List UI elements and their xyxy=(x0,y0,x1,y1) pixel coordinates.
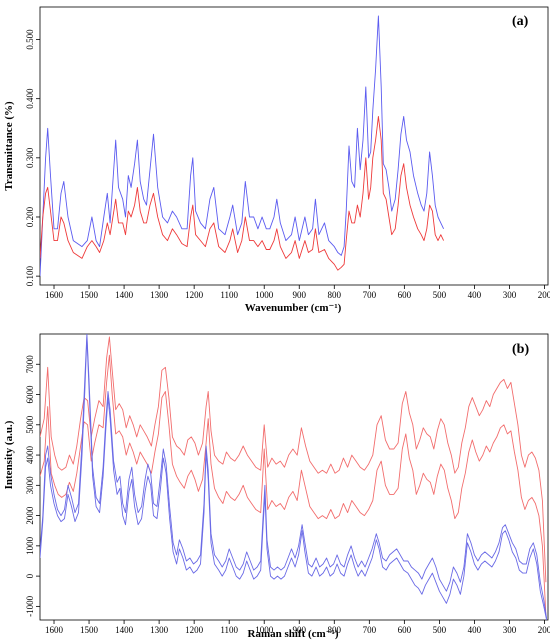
panel-b-y-tick-label: 0 xyxy=(25,573,35,578)
panel-a-axes: 1600 1500 1400 1300 1200 1100 1000 900 800 700 600… xyxy=(25,29,550,300)
panel-b-y-tick-label: -1000 xyxy=(25,595,35,616)
panel-a-y-tick-label: 0.200 xyxy=(25,206,35,227)
panel-a-x-tick-label: 1000 xyxy=(255,290,274,300)
panel-a-y-tick-label: 0.300 xyxy=(25,147,35,168)
panel-a-frame xyxy=(39,6,549,286)
panel-b-series-line-4 xyxy=(40,336,548,620)
panel-b-series-line-2 xyxy=(40,354,547,616)
panel-b-series-group xyxy=(40,334,548,620)
panel-b-x-tick-label: 900 xyxy=(293,625,307,635)
panel-a-label: (a) xyxy=(512,14,529,29)
panel-a-x-tick-label: 1300 xyxy=(150,290,169,300)
panel-a-xlabel: Wavenumber (cm⁻¹) xyxy=(245,302,342,314)
panel-a-x-tick-label: 1600 xyxy=(45,290,64,300)
panel-b-x-tick-label: 1400 xyxy=(115,625,134,635)
panel-a-transmittance-chart: 1600 1500 1400 1300 1200 1100 1000 900 800 700 600… xyxy=(3,6,550,314)
panel-b-y-tick-label: 4000 xyxy=(25,446,35,465)
panel-a-x-tick-label: 1200 xyxy=(185,290,204,300)
panel-a-x-tick-label: 700 xyxy=(363,290,377,300)
panel-b-x-tick-label: 700 xyxy=(363,625,377,635)
panel-a-x-tick-label: 900 xyxy=(293,290,307,300)
panel-b-x-tick-label: 500 xyxy=(433,625,447,635)
panel-a-x-tick-label: 800 xyxy=(328,290,342,300)
panel-b-frame xyxy=(39,333,549,621)
panel-b-x-tick-label: 1000 xyxy=(255,625,274,635)
panel-a-x-tick-label: 300 xyxy=(503,290,517,300)
panel-a-series-group xyxy=(40,15,445,277)
panel-b-x-tick-label: 200 xyxy=(538,625,550,635)
panel-b-series-line-1 xyxy=(40,336,547,583)
panel-b-x-tick-label: 1300 xyxy=(150,625,169,635)
panel-b-y-tick-label: 5000 xyxy=(25,415,35,434)
panel-b-x-tick-label: 1200 xyxy=(185,625,204,635)
panel-a-x-tick-label: 200 xyxy=(538,290,550,300)
panel-b-y-tick-label: 1000 xyxy=(25,536,35,555)
panel-b-raman-chart: 1600 1500 1400 1300 1200 1100 1000 900 800 700 600… xyxy=(3,333,550,640)
panel-b-axes: 1600 1500 1400 1300 1200 1100 1000 900 800 700 600… xyxy=(25,355,550,635)
panel-a-x-tick-label: 1400 xyxy=(115,290,134,300)
panel-a-y-tick-label: 0.500 xyxy=(25,29,35,50)
panel-b-x-tick-label: 1100 xyxy=(220,625,238,635)
panel-b-series-line-3 xyxy=(40,334,548,619)
panel-b-y-tick-label: 2000 xyxy=(25,506,35,525)
panel-b-x-tick-label: 800 xyxy=(328,625,342,635)
panel-a-series-line-2 xyxy=(40,115,445,271)
panel-a-ylabel: Transmittance (%) xyxy=(3,101,15,191)
panel-b-x-tick-label: 400 xyxy=(468,625,482,635)
panel-b-x-tick-label: 1500 xyxy=(80,625,99,635)
panel-a-series-line-1 xyxy=(40,15,445,277)
panel-b-x-tick-label: 600 xyxy=(398,625,412,635)
panel-a-x-tick-label: 1100 xyxy=(220,290,238,300)
panel-b-y-tick-label: 3000 xyxy=(25,476,35,495)
panel-b-x-tick-label: 1600 xyxy=(45,625,64,635)
panel-a-x-tick-label: 400 xyxy=(468,290,482,300)
panel-b-xlabel: Raman shift (cm⁻¹) xyxy=(248,628,339,640)
panel-a-x-tick-label: 600 xyxy=(398,290,412,300)
panel-a-x-tick-label: 500 xyxy=(433,290,447,300)
panel-b-label: (b) xyxy=(512,342,529,357)
panel-b-y-tick-label: 6000 xyxy=(25,385,35,404)
panel-a-x-tick-label: 1500 xyxy=(80,290,99,300)
panel-b-x-tick-label: 300 xyxy=(503,625,517,635)
panel-b-y-tick-label: 7000 xyxy=(25,355,35,374)
panel-a-y-tick-label: 0.400 xyxy=(25,88,35,109)
panel-a-y-tick-label: 0.100 xyxy=(25,266,35,287)
panel-b-ylabel: Intensity (a.u.) xyxy=(3,420,15,489)
